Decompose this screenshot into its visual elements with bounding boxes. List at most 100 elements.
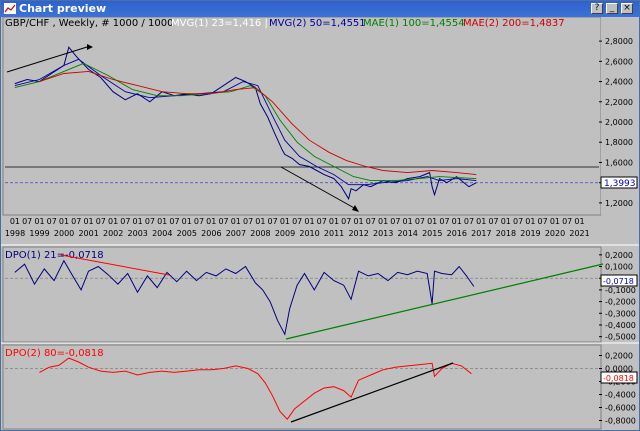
x-month-label: 07 <box>390 217 400 226</box>
minimize-button[interactable]: _ <box>606 3 618 14</box>
y-tick-label: 1,2000 <box>605 199 633 208</box>
x-month-label: 07 <box>22 217 32 226</box>
x-month-label: 07 <box>464 217 474 226</box>
indicator-mae2-label: MAE(2) 200=1,4837 <box>463 18 565 29</box>
x-month-label: 01 <box>427 217 437 226</box>
x-month-label: 07 <box>341 217 351 226</box>
trendline-dpo1-red[interactable] <box>60 254 170 276</box>
dpo2-last-value-box <box>600 371 638 384</box>
x-month-label: 01 <box>59 217 69 226</box>
y-tick-label: -0,3000 <box>605 309 636 318</box>
y-tick-label: -0,6000 <box>605 404 636 413</box>
x-month-label: 07 <box>96 217 106 226</box>
price-last-value-box <box>600 176 638 189</box>
x-month-label: 01 <box>231 217 241 226</box>
dpo2-panel-bg <box>2 344 602 430</box>
x-year-label: 2003 <box>128 229 148 238</box>
trendline-annotations[interactable] <box>6 44 604 423</box>
x-month-label: 01 <box>550 217 560 226</box>
x-month-label: 01 <box>108 217 118 226</box>
x-year-label: 2012 <box>348 229 368 238</box>
x-year-label: 2010 <box>299 229 319 238</box>
y-tick-label: -0,2000 <box>605 298 636 307</box>
y-tick-label: 1,8000 <box>605 138 633 147</box>
x-year-label: 2005 <box>177 229 197 238</box>
indicator-mae1-label: MAE(1) 100=1,4554 <box>363 18 465 29</box>
x-month-label: 01 <box>280 217 290 226</box>
x-year-label: 2002 <box>103 229 123 238</box>
dpo2-title: DPO(2) 80=-0,0818 <box>5 348 104 359</box>
chart-app-icon <box>4 3 16 14</box>
y-tick-label: 2,2000 <box>605 98 633 107</box>
x-month-label: 07 <box>268 217 278 226</box>
x-year-label: 1998 <box>5 229 25 238</box>
x-year-label: 2001 <box>78 229 98 238</box>
x-month-label: 07 <box>562 217 572 226</box>
x-month-label: 01 <box>525 217 535 226</box>
x-month-label: 07 <box>538 217 548 226</box>
x-year-label: 2020 <box>545 229 565 238</box>
close-icon: × <box>623 3 631 13</box>
x-year-label: 1999 <box>29 229 49 238</box>
trendline-dpo2-black[interactable] <box>290 362 454 423</box>
x-month-label: 07 <box>47 217 57 226</box>
chart-canvas[interactable]: GBP/CHF , Weekly, # 1000 / 1000 MVG(1) 2… <box>1 17 639 430</box>
trendline-arrowhead <box>87 44 93 50</box>
x-month-label: 07 <box>194 217 204 226</box>
price-panel-bg <box>2 17 602 216</box>
x-month-label: 01 <box>403 217 413 226</box>
x-month-label: 07 <box>415 217 425 226</box>
x-year-label: 2011 <box>324 229 344 238</box>
x-month-label: 01 <box>329 217 339 226</box>
x-year-label: 2004 <box>152 229 172 238</box>
x-year-label: 2007 <box>226 229 246 238</box>
x-month-label: 01 <box>574 217 584 226</box>
series-2-0 <box>39 357 472 420</box>
series-layer <box>5 46 599 420</box>
x-month-label: 01 <box>182 217 192 226</box>
x-month-label: 01 <box>10 217 20 226</box>
x-month-label: 01 <box>83 217 93 226</box>
x-month-label: 07 <box>169 217 179 226</box>
y-tick-label: 2,8000 <box>605 37 633 46</box>
y-tick-label: 0,2000 <box>605 352 633 361</box>
x-month-label: 01 <box>378 217 388 226</box>
window-title: Chart preview <box>19 2 107 15</box>
x-month-label: 01 <box>452 217 462 226</box>
x-month-label: 07 <box>317 217 327 226</box>
x-year-label: 2021 <box>569 229 589 238</box>
trendline-price-top[interactable] <box>6 46 88 73</box>
x-month-label: 01 <box>34 217 44 226</box>
chart-symbol-label: GBP/CHF , Weekly, # 1000 / 1000 <box>5 18 173 29</box>
x-month-label: 07 <box>513 217 523 226</box>
help-button[interactable]: ? <box>591 3 603 14</box>
price-last-value: 1,3993 <box>604 179 636 189</box>
trendline-dpo1-green[interactable] <box>285 263 604 340</box>
y-tick-label: 0,0000 <box>605 365 633 374</box>
trendline-price-bottom[interactable] <box>280 166 357 210</box>
y-tick-label: 2,0000 <box>605 118 633 127</box>
dpo1-y-axis: 0,20000,10000,0000-0,1000-0,2000-0,3000-… <box>599 251 636 342</box>
dpo2-last-value: -0,0818 <box>603 374 634 383</box>
x-year-label: 2014 <box>398 229 418 238</box>
x-month-label: 07 <box>243 217 253 226</box>
trendline-arrowhead <box>352 205 359 212</box>
x-month-label: 07 <box>488 217 498 226</box>
x-month-label: 07 <box>218 217 228 226</box>
y-tick-label: 2,6000 <box>605 57 633 66</box>
x-year-label: 2017 <box>471 229 491 238</box>
x-year-label: 2015 <box>422 229 442 238</box>
series-0-0 <box>14 46 477 201</box>
y-tick-label: -0,1000 <box>605 286 636 295</box>
close-button[interactable]: × <box>621 3 633 14</box>
title-bar[interactable]: Chart preview ? _ × <box>1 1 639 17</box>
y-tick-label: 0,2000 <box>605 251 633 260</box>
dpo1-last-value-box <box>600 274 638 287</box>
x-month-label: 01 <box>501 217 511 226</box>
x-month-label: 01 <box>255 217 265 226</box>
series-0-3 <box>39 70 477 176</box>
x-month-label: 07 <box>366 217 376 226</box>
y-tick-label: -0,4000 <box>605 391 636 400</box>
